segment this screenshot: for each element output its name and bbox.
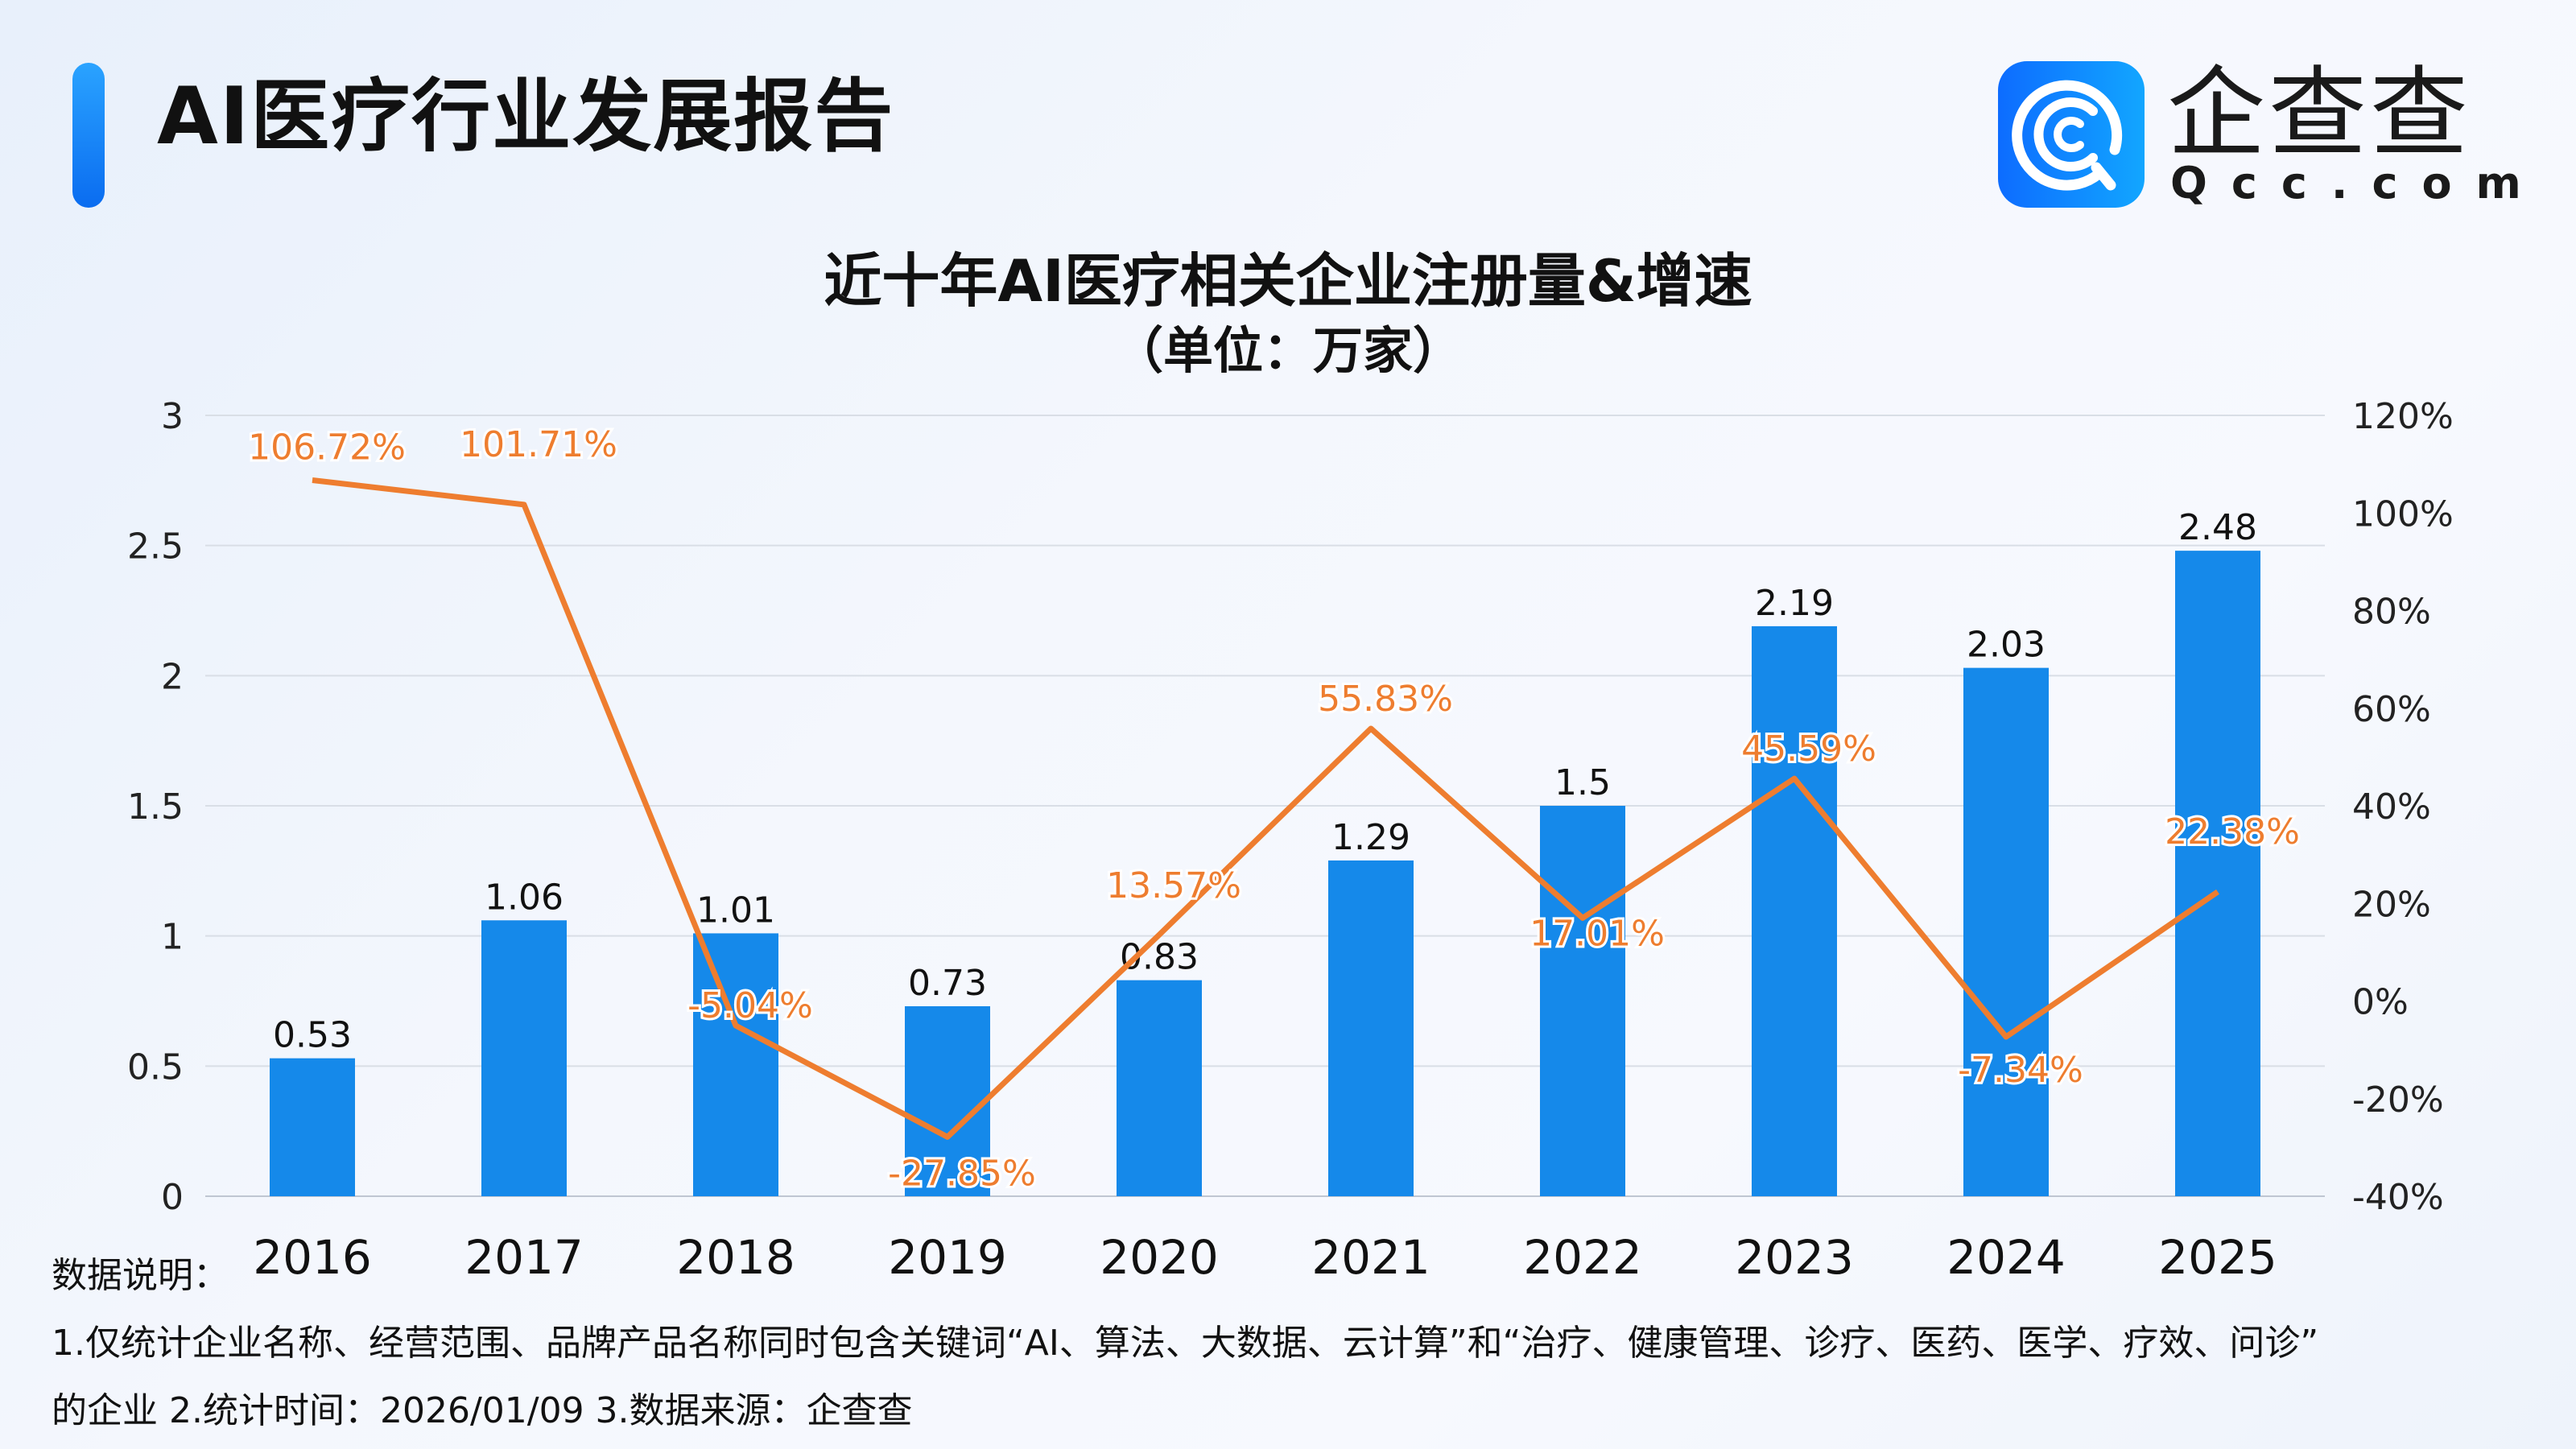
bar <box>481 920 567 1196</box>
bar-value-label: 2.19 <box>1755 583 1834 624</box>
right-tick-label: 120% <box>2352 396 2454 437</box>
bar-value-label: 0.73 <box>908 963 987 1004</box>
bar-value-label: 1.01 <box>696 890 775 931</box>
bar-value-label: 2.03 <box>1967 625 2046 666</box>
bar-value-label: 1.29 <box>1331 817 1410 858</box>
bar <box>905 1005 990 1196</box>
x-tick-label: 2021 <box>1311 1230 1430 1285</box>
right-tick-label: 20% <box>2352 884 2431 925</box>
growth-value-label: 101.71% <box>460 424 617 465</box>
chart-title: 近十年AI医疗相关企业注册量&增速 <box>824 247 1752 315</box>
bar-value-label: 1.5 <box>1554 762 1611 803</box>
x-tick-label: 2016 <box>253 1230 372 1285</box>
growth-value-label: 106.72% <box>248 427 406 469</box>
growth-value-label: 13.57% <box>1106 865 1241 906</box>
right-tick-label: 100% <box>2352 493 2454 535</box>
x-tick-label: 2017 <box>464 1230 584 1285</box>
bar <box>1752 625 1837 1196</box>
report-title: AI医疗行业发展报告 <box>157 71 895 163</box>
growth-value-label: 22.38% <box>2165 811 2300 852</box>
bar-value-label: 0.53 <box>273 1015 352 1056</box>
x-tick-label: 2025 <box>2158 1230 2277 1285</box>
notes-heading: 数据说明： <box>52 1255 229 1296</box>
bar <box>2175 551 2260 1196</box>
note-line-2: 的企业 2.统计时间：2026/01/09 3.数据来源：企查查 <box>52 1390 913 1431</box>
right-tick-label: -40% <box>2352 1177 2444 1218</box>
right-tick-label: 80% <box>2352 592 2431 633</box>
left-tick-label: 3 <box>161 396 184 437</box>
left-tick-label: 1.5 <box>127 786 184 828</box>
x-tick-label: 2019 <box>888 1230 1007 1285</box>
bar-value-label: 1.06 <box>485 877 564 918</box>
growth-value-label: -27.85% <box>888 1153 1036 1194</box>
x-tick-label: 2020 <box>1100 1230 1219 1285</box>
left-tick-label: 0 <box>161 1177 184 1218</box>
chart-subtitle: （单位：万家） <box>1113 321 1463 380</box>
bar <box>270 1058 355 1196</box>
x-tick-label: 2018 <box>676 1230 795 1285</box>
growth-value-label: 45.59% <box>1741 729 1876 770</box>
right-tick-label: 0% <box>2352 982 2409 1023</box>
left-tick-label: 1 <box>161 917 184 958</box>
growth-line <box>312 477 2219 1140</box>
left-tick-label: 2.5 <box>127 526 184 568</box>
left-tick-label: 2 <box>161 656 184 697</box>
bar <box>693 933 778 1196</box>
qcc-logo-icon <box>1998 61 2145 208</box>
title-accent-bar <box>72 63 105 208</box>
bar <box>1540 806 1625 1196</box>
left-tick-label: 0.5 <box>127 1046 184 1088</box>
bar-value-label: 2.48 <box>2178 507 2257 548</box>
logo-text-en: Qcc.com <box>2170 158 2545 208</box>
qcc-logo: 企查查 Qcc.com <box>1998 61 2562 208</box>
note-line-1: 1.仅统计企业名称、经营范围、品牌产品名称同时包含关键词“AI、算法、大数据、云… <box>52 1323 2319 1364</box>
growth-value-label: -7.34% <box>1958 1050 2083 1091</box>
x-tick-label: 2022 <box>1523 1230 1642 1285</box>
right-tick-label: 40% <box>2352 786 2431 828</box>
right-tick-label: -20% <box>2352 1080 2444 1121</box>
x-tick-label: 2024 <box>1946 1230 2066 1285</box>
right-tick-label: 60% <box>2352 689 2431 730</box>
growth-value-label: -5.04% <box>687 985 813 1026</box>
bar <box>1963 667 2049 1196</box>
x-tick-label: 2023 <box>1735 1230 1854 1285</box>
bar <box>1328 860 1414 1196</box>
growth-value-label: 55.83% <box>1318 679 1453 720</box>
bar <box>1117 980 1202 1196</box>
growth-value-label: 17.01% <box>1530 913 1665 954</box>
logo-text-cn: 企查查 <box>2167 56 2471 171</box>
